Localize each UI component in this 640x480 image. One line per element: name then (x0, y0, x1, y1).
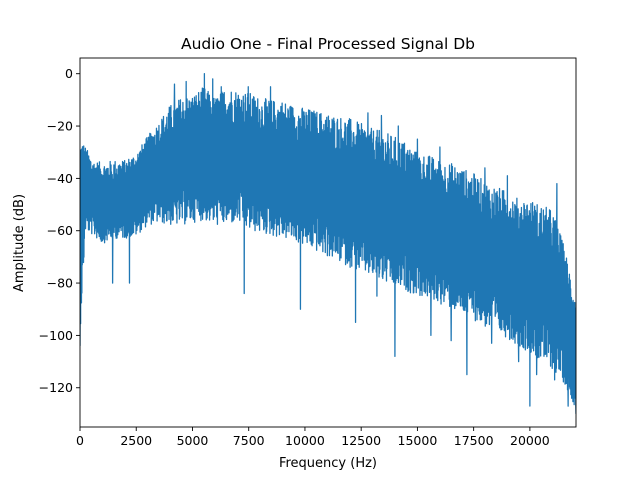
y-axis: 0 −20 −40 −60 −80 −100 −120 (39, 66, 80, 395)
x-tick-label: 7500 (233, 433, 265, 448)
chart-title: Audio One - Final Processed Signal Db (181, 35, 475, 53)
y-tick-label: −60 (47, 223, 73, 238)
x-tick-label: 15000 (398, 433, 438, 448)
y-tick-label: −80 (47, 276, 73, 291)
x-axis: 0 2500 5000 7500 10000 12500 15000 17500 20000 (76, 427, 550, 448)
plot-frame (79, 57, 577, 428)
x-tick-label: 10000 (285, 433, 325, 448)
y-tick-label: −40 (47, 171, 73, 186)
x-tick-label: 17500 (454, 433, 494, 448)
x-tick-label: 5000 (177, 433, 209, 448)
signal-line (80, 73, 576, 414)
y-axis-label: Amplitude (dB) (12, 194, 27, 292)
y-tick-label: −20 (47, 119, 73, 134)
signal-series (80, 73, 576, 414)
x-tick-label: 12500 (341, 433, 381, 448)
y-tick-label: 0 (65, 66, 73, 81)
y-tick-label: −100 (39, 328, 73, 343)
y-tick-label: −120 (39, 380, 73, 395)
x-tick-label: 2500 (120, 433, 152, 448)
x-axis-label: Frequency (Hz) (279, 456, 377, 471)
x-tick-label: 20000 (510, 433, 550, 448)
x-tick-label: 0 (76, 433, 84, 448)
